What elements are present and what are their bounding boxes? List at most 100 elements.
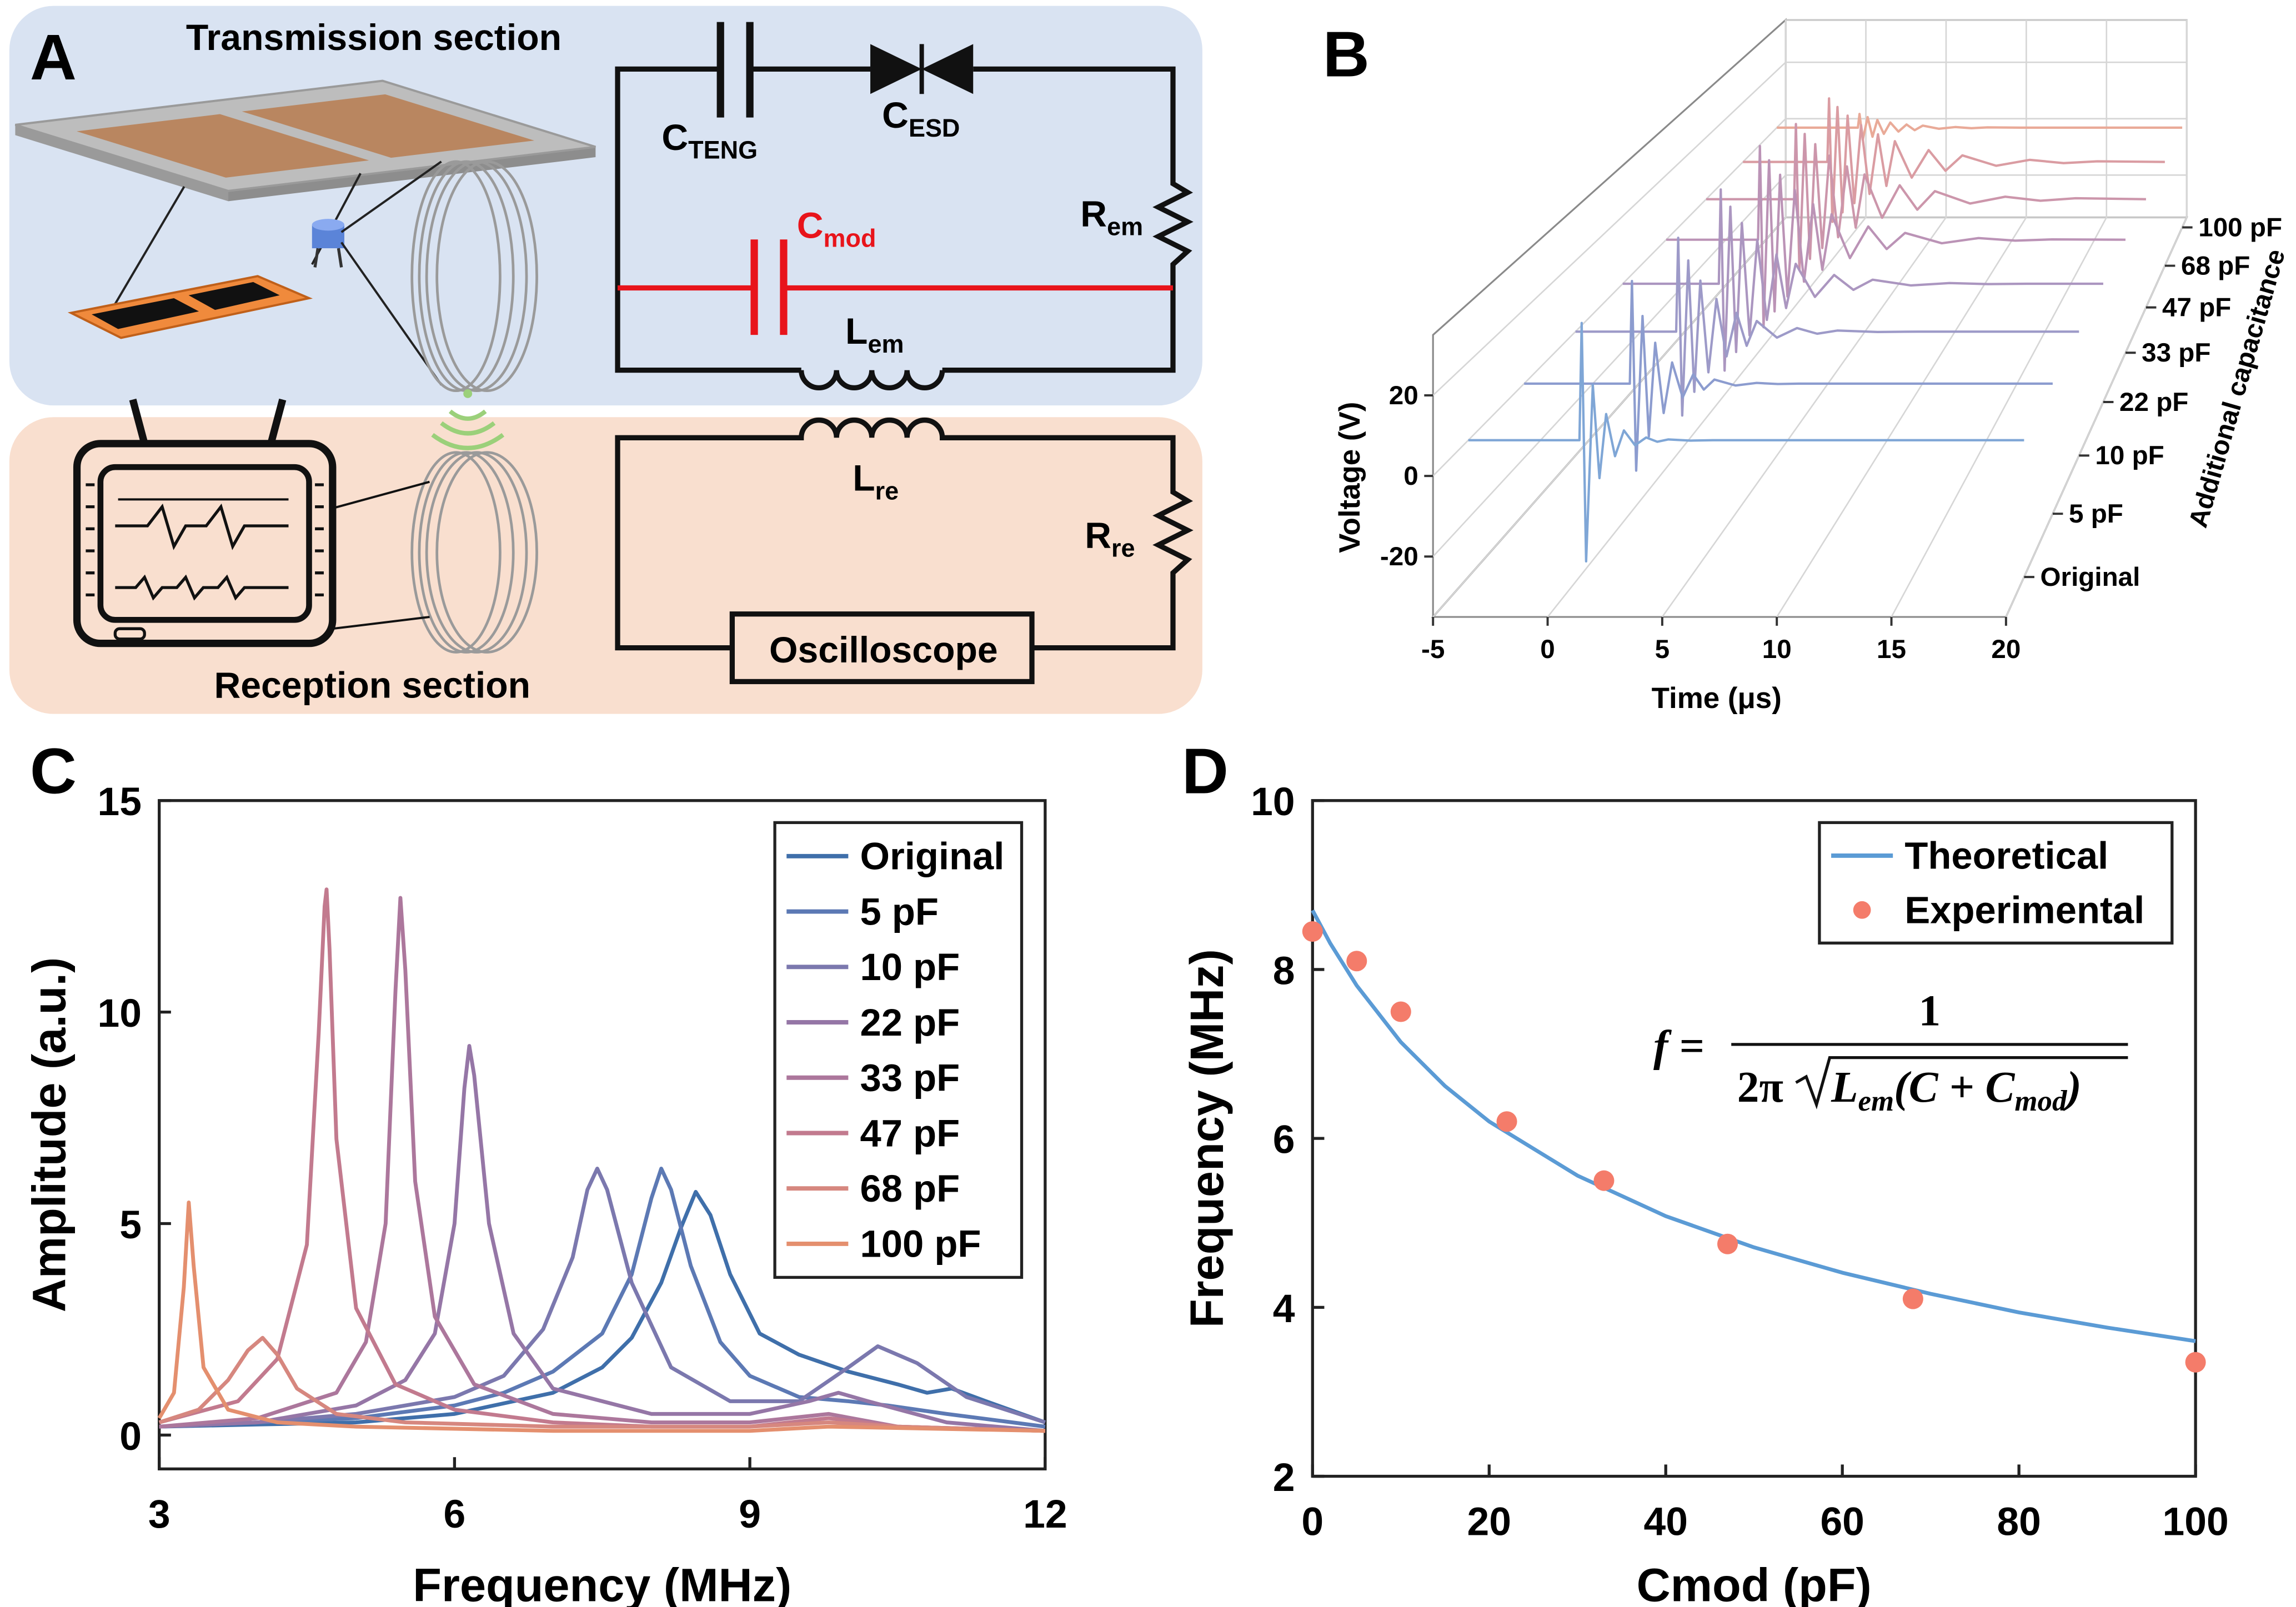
subscript: re <box>875 476 899 505</box>
legend-label: 22 pF <box>860 1001 960 1044</box>
x-tick-label: 60 <box>1820 1499 1864 1544</box>
x-tick-label: 10 <box>1762 635 1792 664</box>
grid-line <box>1776 19 2027 617</box>
data-point <box>1902 1288 1923 1309</box>
symbol: R <box>1085 515 1111 556</box>
y-axis-label: Voltage (V) <box>1334 402 1366 553</box>
formula-lhs: f = <box>1653 1022 1705 1071</box>
data-point <box>1390 1001 1411 1022</box>
section-title: Transmission section <box>186 17 562 58</box>
formula-radicand: Lem(C + Cmod) <box>1831 1063 2082 1117</box>
legend-label: 100 pF <box>860 1223 981 1265</box>
component-label: Lre <box>853 458 899 505</box>
legend-label: Theoretical <box>1904 835 2108 877</box>
x-axis-label: Cmod (pF) <box>1637 1558 1872 1607</box>
legend-marker <box>1853 901 1871 919</box>
section-title: Reception section <box>214 665 530 706</box>
series-line <box>158 1335 1045 1433</box>
y-tick-label: 4 <box>1273 1287 1295 1331</box>
y-tick-label: 8 <box>1273 948 1295 993</box>
z-axis-label: Additional capacitance <box>2183 246 2291 531</box>
trace <box>1622 188 2103 372</box>
symbol: L <box>853 458 875 499</box>
series-line <box>157 1200 1045 1433</box>
depth-tick-label: 22 pF <box>2119 388 2188 417</box>
component-label: CESD <box>882 95 960 142</box>
depth-tick-label: 100 pF <box>2198 213 2282 242</box>
component-label: Rem <box>1080 193 1143 240</box>
y-tick-label: 5 <box>119 1203 142 1247</box>
subscript: re <box>1111 534 1135 563</box>
y-tick-label: 10 <box>1251 780 1295 824</box>
trace <box>1666 144 2126 329</box>
x-tick-label: 40 <box>1643 1499 1687 1544</box>
radical-sign <box>1795 1056 2128 1109</box>
panel-label: B <box>1323 18 1370 91</box>
radicand-subscript: mod <box>2014 1085 2068 1117</box>
formula-numerator: 1 <box>1918 986 1941 1035</box>
data-point <box>2185 1352 2206 1373</box>
legend-label: 33 pF <box>860 1057 960 1099</box>
x-tick-label: 0 <box>1301 1499 1324 1544</box>
depth-tick-label: 10 pF <box>2095 441 2164 470</box>
x-tick-label: 9 <box>739 1492 761 1536</box>
y-tick-label: -20 <box>1380 542 1418 571</box>
grid-line <box>1547 19 1867 617</box>
legend-label: Experimental <box>1904 889 2144 932</box>
monitor-icon <box>73 398 430 647</box>
x-tick-label: 20 <box>1991 635 2021 664</box>
y-axis-label: Frequency (MHz) <box>1180 949 1233 1328</box>
symbol: C <box>882 95 909 136</box>
panel-label: C <box>30 735 77 807</box>
subscript: em <box>868 330 904 358</box>
teng-device <box>14 79 596 654</box>
plot-frame <box>158 799 1047 1470</box>
y-tick-label: 10 <box>98 991 142 1036</box>
data-point <box>1346 951 1367 972</box>
legend-label: 10 pF <box>860 946 960 988</box>
series-line <box>159 1167 1046 1429</box>
trace <box>1575 237 2079 417</box>
reception-panel <box>9 417 1202 714</box>
trace <box>1743 97 2165 223</box>
x-axis-label: Time (μs) <box>1652 682 1782 715</box>
depth-tick-label: 47 pF <box>2162 293 2231 323</box>
component-label: Rre <box>1085 515 1135 563</box>
y-tick-label: 2 <box>1273 1455 1295 1500</box>
trace <box>1524 280 2053 472</box>
legend-box <box>773 821 1024 1279</box>
x-tick-label: 0 <box>1540 635 1555 664</box>
transmission-panel <box>9 6 1202 406</box>
data-point <box>1593 1170 1615 1191</box>
subscript: TENG <box>688 136 758 164</box>
y-tick-label: 15 <box>98 780 142 824</box>
trace <box>1706 123 2146 272</box>
x-tick-label: 15 <box>1877 635 1906 664</box>
side-wall <box>1432 18 1787 620</box>
legend-label: 5 pF <box>860 890 939 933</box>
data-point <box>1717 1233 1738 1254</box>
component-label: Cmod <box>797 205 876 253</box>
depth-tick-label: 5 pF <box>2069 499 2123 529</box>
x-tick-label: 80 <box>1997 1499 2041 1544</box>
grid-line <box>1432 19 1787 617</box>
grid-line <box>1891 19 2108 617</box>
subscript: em <box>1107 212 1143 240</box>
data-point <box>1302 921 1323 942</box>
depth-tick-label: Original <box>2041 563 2140 592</box>
x-tick-label: 20 <box>1467 1499 1511 1544</box>
legend-box <box>1818 821 2174 945</box>
panel-label: D <box>1182 735 1229 807</box>
grid-line <box>1432 118 2187 477</box>
y-tick-label: 0 <box>1403 461 1418 491</box>
symbol: C <box>797 205 824 247</box>
legend-label: 47 pF <box>860 1112 960 1154</box>
circuit <box>615 22 1194 685</box>
series-line <box>159 1167 1046 1429</box>
x-tick-label: 100 <box>2163 1499 2229 1544</box>
symbol: C <box>661 117 688 158</box>
x-tick-label: 12 <box>1023 1492 1067 1536</box>
radicand-subscript: em <box>1858 1085 1894 1117</box>
symbol: L <box>845 311 868 352</box>
